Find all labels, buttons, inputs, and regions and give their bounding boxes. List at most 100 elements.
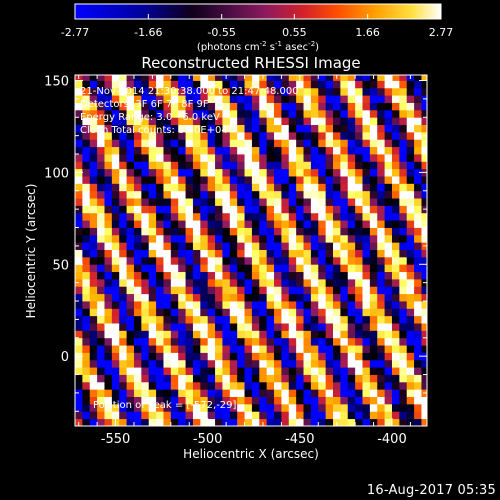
heatmap-cell <box>251 293 260 302</box>
heatmap-cell <box>333 131 341 140</box>
heatmap-cell <box>229 301 238 309</box>
heatmap-cell <box>215 117 223 126</box>
heatmap-cell <box>347 87 356 96</box>
heatmap-cell <box>414 249 422 258</box>
heatmap-cell <box>296 403 304 412</box>
heatmap-cell <box>266 80 275 89</box>
heatmap-cell <box>126 330 135 339</box>
heatmap-cell <box>303 411 312 420</box>
heatmap-cell <box>178 315 186 324</box>
heatmap-cell <box>281 367 290 375</box>
heatmap-cell <box>178 293 186 302</box>
heatmap-cell <box>192 161 201 170</box>
heatmap-cell <box>318 80 327 89</box>
heatmap-cell <box>310 286 319 295</box>
heatmap-cell <box>421 117 427 126</box>
heatmap-cell <box>399 293 408 302</box>
heatmap-cell <box>303 249 312 258</box>
heatmap-cell <box>288 80 297 89</box>
heatmap-cell <box>325 102 334 111</box>
heatmap-cell <box>384 411 393 420</box>
heatmap-cell <box>391 330 400 339</box>
heatmap-cell <box>325 205 334 214</box>
heatmap-cell <box>384 80 393 89</box>
heatmap-cell <box>200 109 209 118</box>
heatmap-cell <box>355 80 363 89</box>
heatmap-cell <box>170 95 179 103</box>
heatmap-cell <box>119 330 127 339</box>
heatmap-cell <box>133 396 142 405</box>
heatmap-cell <box>274 234 282 243</box>
heatmap-cell <box>362 139 371 148</box>
heatmap-cell <box>200 80 209 89</box>
heatmap-cell <box>274 396 282 405</box>
heatmap-cell <box>229 359 238 368</box>
heatmap-cell <box>421 345 427 353</box>
heatmap-cell <box>111 95 120 103</box>
heatmap-cell <box>310 352 319 361</box>
heatmap-cell <box>126 124 135 133</box>
heatmap-cell <box>421 256 427 265</box>
heatmap-cell <box>192 102 201 111</box>
heatmap-cell <box>377 242 386 250</box>
heatmap-cell <box>89 154 98 162</box>
heatmap-cell <box>391 308 400 317</box>
heatmap-cell <box>89 198 98 206</box>
heatmap-cell <box>163 139 172 148</box>
heatmap-cell <box>97 198 105 206</box>
heatmap-cell <box>369 278 378 287</box>
heatmap-cell <box>119 374 127 383</box>
heatmap-cell <box>104 102 113 111</box>
heatmap-cell <box>303 205 312 214</box>
heatmap-cell <box>141 75 150 81</box>
heatmap-cell <box>333 315 341 324</box>
heatmap-cell <box>251 323 260 331</box>
heatmap-cell <box>251 124 260 133</box>
heatmap-cell <box>340 396 349 405</box>
heatmap-cell <box>340 176 349 184</box>
heatmap-cell <box>104 367 113 375</box>
heatmap-cell <box>111 389 120 397</box>
heatmap-cell <box>200 75 209 81</box>
heatmap-cell <box>296 256 304 265</box>
heatmap-cell <box>148 205 157 214</box>
heatmap-cell <box>377 220 386 228</box>
heatmap-cell <box>111 190 120 199</box>
heatmap-cell <box>119 359 127 368</box>
heatmap-cell <box>310 264 319 273</box>
heatmap-cell <box>281 381 290 390</box>
heatmap-cell <box>82 80 91 89</box>
heatmap-cell <box>414 95 422 103</box>
heatmap-cell <box>163 242 172 250</box>
heatmap-cell <box>296 205 304 214</box>
heatmap-cell <box>377 278 386 287</box>
heatmap-cell <box>347 301 356 309</box>
heatmap-cell <box>259 176 268 184</box>
y-tick-label: 150 <box>44 75 69 90</box>
heatmap-cell <box>391 161 400 170</box>
heatmap-cell <box>244 381 253 390</box>
heatmap-cell <box>75 176 83 184</box>
heatmap-cell <box>266 418 275 426</box>
heatmap-cell <box>384 102 393 111</box>
heatmap-cell <box>310 95 319 103</box>
heatmap-cell <box>325 227 334 236</box>
heatmap-cell <box>244 256 253 265</box>
heatmap-cell <box>141 154 150 162</box>
heatmap-cell <box>111 330 120 339</box>
heatmap-cell <box>237 352 245 361</box>
heatmap-cell <box>251 176 260 184</box>
heatmap-cell <box>384 176 393 184</box>
heatmap-cell <box>303 301 312 309</box>
heatmap-cell <box>207 146 216 155</box>
heatmap-cell <box>303 396 312 405</box>
heatmap-cell <box>259 124 268 133</box>
heatmap-cell <box>310 205 319 214</box>
heatmap-cell <box>318 154 327 162</box>
heatmap-cell <box>148 278 157 287</box>
heatmap-cell <box>126 308 135 317</box>
heatmap-cell <box>126 75 135 81</box>
heatmap-cell <box>89 315 98 324</box>
heatmap-cell <box>170 389 179 397</box>
heatmap-cell <box>303 176 312 184</box>
